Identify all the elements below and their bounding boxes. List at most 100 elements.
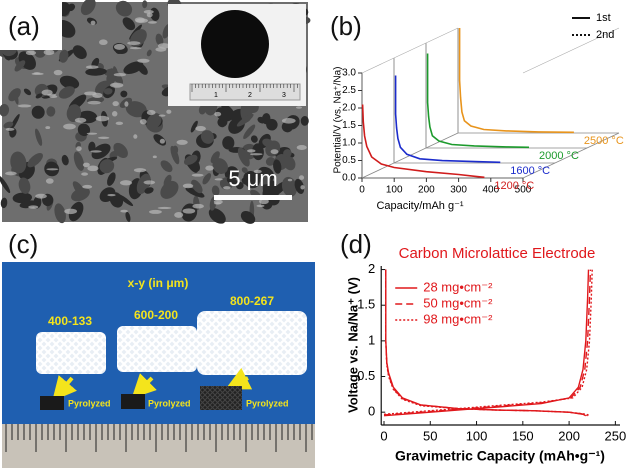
data-line (458, 28, 574, 134)
x-axis-label: Capacity/mAh g⁻¹ (376, 200, 463, 212)
pore (66, 104, 82, 123)
ridge (74, 117, 87, 123)
ruler (2, 424, 315, 468)
x-tick-label: 500 (515, 185, 532, 196)
ridge (82, 162, 90, 168)
pore (113, 142, 128, 159)
pore (35, 128, 43, 146)
pore (66, 3, 76, 12)
pore (3, 121, 14, 129)
ridge (111, 111, 118, 117)
pore (281, 176, 298, 197)
ridge (133, 168, 147, 173)
depth-edge (522, 27, 620, 74)
pore (224, 166, 239, 181)
ridge (166, 109, 172, 114)
pore (14, 60, 26, 72)
pore (212, 158, 228, 175)
pore (146, 49, 152, 57)
legend-label: 98 mg•cm⁻² (423, 311, 493, 326)
pore (200, 130, 214, 144)
pore (104, 68, 115, 76)
ridge (250, 153, 263, 156)
ridge (159, 138, 165, 144)
ridge (287, 178, 293, 182)
pore (240, 211, 256, 224)
pore (58, 86, 75, 99)
ridge (298, 175, 305, 180)
ridge (300, 185, 305, 190)
pore (260, 174, 271, 185)
pore (80, 0, 96, 16)
data-line (361, 104, 485, 179)
x-tick-label: 100 (386, 185, 403, 196)
panel-label: (d) (340, 229, 372, 259)
pore (142, 0, 148, 9)
pore (23, 88, 32, 96)
ridge (205, 165, 214, 171)
pyrolyzed-sample (200, 386, 242, 410)
pore (137, 63, 148, 75)
ridge (113, 43, 126, 50)
ridge (95, 115, 110, 122)
ruler-ticks (5, 424, 313, 452)
x-tick-label: 0 (359, 185, 365, 196)
y-tick-label: 0 (368, 404, 375, 419)
ridge (119, 180, 133, 186)
pore (215, 107, 232, 121)
arrow (52, 375, 77, 402)
sample-label: 800-267 (230, 294, 274, 308)
ruler-ticks (191, 84, 298, 92)
pyrolyzed-sample (121, 394, 145, 409)
x-tick-label: 300 (450, 185, 467, 196)
pore (115, 0, 133, 17)
pore (125, 211, 131, 222)
sample-disc (201, 10, 269, 78)
ridge (256, 204, 265, 208)
pore (202, 173, 212, 185)
pore (46, 106, 56, 117)
data-line (394, 75, 501, 164)
pore (241, 177, 251, 185)
x-tick-label: 400 (482, 185, 499, 196)
ridge (214, 111, 222, 117)
pore (160, 180, 179, 199)
ridge (143, 10, 154, 14)
data-line (383, 269, 592, 417)
ridge (223, 186, 231, 190)
ridge (113, 72, 127, 77)
scale-bar (214, 195, 292, 200)
pore (77, 123, 91, 137)
legend-label: 50 mg•cm⁻² (423, 295, 493, 310)
pore (155, 33, 164, 46)
label-background (0, 0, 62, 50)
ridge (270, 149, 279, 155)
ridge (64, 208, 78, 215)
pyrolyzed-sample (40, 396, 64, 410)
ruler-label: 3 (282, 92, 286, 99)
pore (198, 105, 207, 115)
y-tick-label: 0.0 (342, 173, 356, 184)
ridge (5, 127, 15, 131)
ridge (148, 209, 162, 214)
legend-label: 2nd (596, 29, 614, 41)
ridge (146, 12, 153, 18)
pore (237, 147, 250, 167)
pore (241, 167, 248, 174)
ridge (182, 208, 196, 214)
ruler-label: 1 (214, 92, 218, 99)
depth-edge (522, 132, 620, 179)
pore (8, 114, 20, 133)
y-tick-label: 0.5 (342, 155, 356, 166)
ridge (253, 169, 262, 174)
y-tick-label: 1 (368, 332, 375, 347)
data-line (383, 269, 593, 417)
pore (59, 49, 69, 63)
ridge (110, 82, 124, 88)
photo-heading: x-y (in μm) (128, 276, 189, 290)
pore (71, 187, 90, 202)
ridge (63, 123, 76, 130)
ridge (191, 173, 204, 177)
ridge (97, 136, 110, 139)
pore (61, 154, 69, 166)
